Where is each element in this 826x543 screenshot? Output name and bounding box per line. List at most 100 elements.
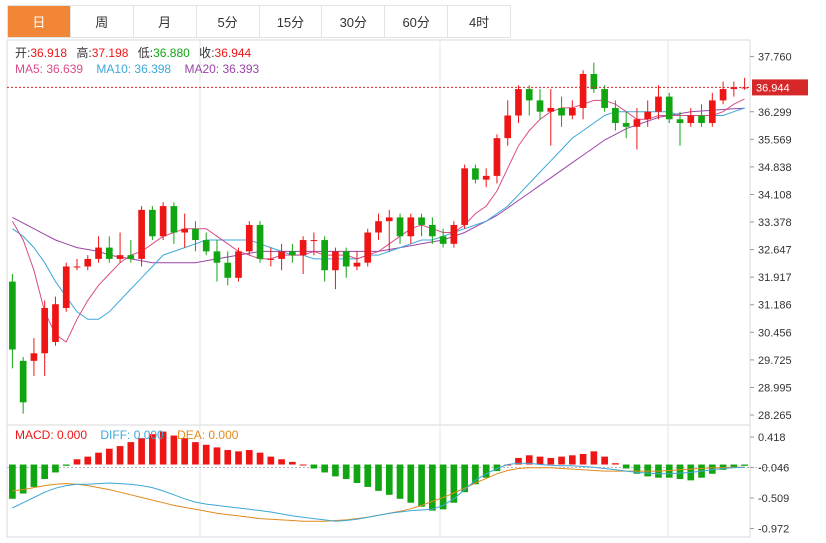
candle-body-45: [493, 138, 501, 176]
moving-average-lines: [11, 98, 745, 343]
macd-bar-21: [235, 451, 242, 465]
macd-bar-40: [439, 464, 447, 510]
candle-body-9: [105, 247, 113, 259]
candle-54: [590, 62, 598, 93]
macd-bar-48: [525, 455, 533, 465]
tab-6[interactable]: 60分: [385, 6, 449, 37]
macd-bar-66: [719, 464, 727, 470]
candle-body-22: [245, 224, 253, 252]
macd-bar-5: [62, 464, 70, 466]
candle-26: [289, 243, 296, 263]
candle-25: [278, 243, 285, 271]
candle-31: [342, 247, 350, 278]
candle-body-60: [655, 96, 662, 112]
macd-bar-26: [289, 461, 296, 465]
candle-40: [439, 228, 447, 248]
macd-bar-68: [741, 464, 748, 466]
tab-4[interactable]: 15分: [260, 6, 323, 37]
macd-bar-30: [332, 464, 339, 477]
candle-body-35: [385, 217, 393, 222]
macd-bar-39: [429, 464, 436, 511]
candle-body-59: [644, 111, 652, 120]
candle-body-54: [590, 73, 598, 90]
candle-body-55: [601, 89, 608, 108]
macd-bar-17: [192, 442, 199, 465]
candle-18: [202, 232, 210, 256]
macd-bar-54: [590, 451, 598, 465]
candle-body-36: [396, 217, 404, 237]
price-tick-2: 35.569: [758, 134, 792, 146]
candle-42: [461, 164, 468, 229]
macd-bar-47: [515, 457, 522, 465]
macd-bar-61: [665, 464, 673, 478]
macd-bar-28: [310, 464, 318, 469]
macd-bar-22: [245, 450, 253, 465]
candle-body-8: [95, 247, 102, 259]
candle-body-41: [450, 224, 458, 244]
candle-body-29: [321, 240, 328, 271]
macd-bar-37: [407, 464, 415, 503]
candle-29: [321, 236, 328, 282]
candle-44: [482, 168, 490, 188]
price-tick-0: 37.760: [758, 52, 792, 64]
candle-body-27: [299, 240, 307, 256]
candle-body-38: [418, 217, 425, 225]
tab-7[interactable]: 4时: [468, 15, 490, 30]
candle-body-25: [278, 251, 285, 259]
price-tick-3: 34.838: [758, 162, 792, 174]
macd-bar-12: [138, 438, 145, 465]
candle-12: [138, 206, 145, 267]
diff-line: [12, 462, 745, 522]
candle-body-23: [256, 224, 264, 259]
ma10-line: [12, 107, 745, 320]
candle-22: [245, 221, 253, 256]
price-tick-4: 34.108: [758, 189, 792, 201]
macd-bar-45: [493, 464, 501, 472]
candle-62: [676, 111, 684, 146]
candle-61: [665, 92, 673, 124]
candle-body-17: [192, 228, 199, 241]
macd-bar-50: [547, 457, 555, 465]
candle-23: [256, 221, 264, 263]
candle-body-11: [127, 255, 135, 259]
candle-body-42: [461, 168, 468, 225]
candle-body-18: [202, 240, 210, 252]
macd-bar-67: [730, 464, 738, 468]
tab-2[interactable]: 月: [134, 6, 197, 37]
candle-20: [224, 251, 232, 286]
candle-35: [385, 209, 393, 252]
macd-tick-0: 0.418: [758, 432, 786, 444]
tab-3[interactable]: 5分: [197, 6, 260, 37]
macd-readout: MACD: 0.000 DIFF: 0.000 DEA: 0.000: [15, 428, 239, 442]
candle-body-2: [30, 353, 38, 361]
candle-53: [579, 70, 587, 120]
candle-body-13: [149, 209, 156, 237]
macd-bar-31: [342, 464, 350, 480]
macd-bar-59: [644, 464, 652, 477]
macd-bar-65: [708, 464, 716, 474]
tab-1[interactable]: 周: [71, 6, 134, 37]
candle-68: [741, 77, 748, 90]
macd-bar-27: [299, 464, 307, 466]
candle-body-53: [579, 73, 587, 108]
candle-9: [105, 236, 113, 263]
macd-bar-23: [256, 452, 264, 465]
tab-5[interactable]: 30分: [322, 6, 386, 37]
candle-64: [698, 104, 705, 127]
candle-body-46: [504, 115, 512, 139]
candle-body-26: [289, 251, 296, 256]
candle-body-12: [138, 209, 145, 259]
tab-0[interactable]: 日: [8, 6, 71, 37]
macd-bar-56: [612, 463, 619, 465]
candle-65: [708, 92, 716, 127]
macd-tick-1: -0.046: [758, 463, 789, 475]
price-tick-1: 36.299: [758, 107, 792, 119]
chart-frame: [6, 39, 751, 538]
candle-48: [525, 85, 533, 116]
macd-bar-42: [461, 464, 468, 493]
macd-bar-55: [601, 456, 608, 465]
candle-body-33: [364, 232, 372, 263]
macd-bar-11: [127, 442, 135, 465]
candle-33: [364, 228, 372, 267]
